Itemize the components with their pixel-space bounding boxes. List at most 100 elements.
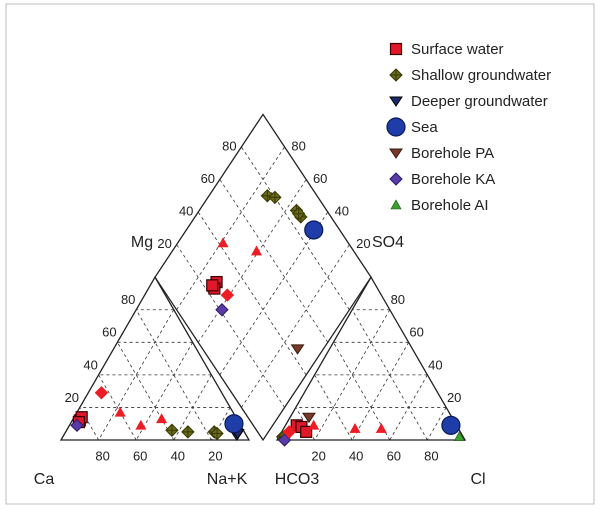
legend-label-surface-water: Surface water	[411, 41, 504, 58]
anion-right-tick: 40	[428, 357, 442, 372]
diamond-gridline	[176, 244, 285, 408]
cation-gridline	[98, 309, 175, 441]
borehole-ka-cation-point	[70, 418, 84, 433]
cation-triangle-outline	[59, 275, 251, 441]
anion-bottom-tick: 80	[424, 448, 438, 463]
diamond-grid	[176, 146, 350, 408]
anion-bottom-tick: 60	[387, 448, 401, 463]
corner-label-hco3: HCO3	[275, 471, 320, 488]
red-anion-point	[375, 422, 387, 433]
diamond-left-tick: 20	[157, 236, 171, 251]
anion-gridline	[314, 374, 353, 441]
shallow-groundwater-cation-point	[181, 425, 195, 439]
anion-right-tick: 80	[391, 292, 405, 307]
red-anion-point	[282, 425, 296, 439]
cation-bottom-tick: 60	[133, 448, 147, 463]
corner-label-so4: SO4	[372, 234, 404, 251]
diamond-left-tick: 60	[201, 171, 215, 186]
anion-gridline	[351, 342, 409, 441]
red-cation-point	[114, 406, 126, 417]
cation-left-tick: 80	[121, 292, 135, 307]
sea-anion-point	[441, 415, 461, 435]
legend-marker-borehole-ai	[390, 199, 402, 210]
shallow-groundwater-cation-point	[165, 423, 179, 437]
cation-gridline	[173, 374, 212, 441]
anion-right-tick: 20	[447, 390, 461, 405]
legend-marker-shallow-groundwater	[389, 68, 403, 82]
red-cation-point	[135, 419, 147, 430]
cation-left-tick: 60	[102, 325, 116, 340]
surface-water-anion-point	[300, 425, 313, 438]
borehole-pa-anion-point	[302, 412, 316, 424]
corner-label-cl: Cl	[470, 471, 485, 488]
legend-label-borehole-ai: Borehole AI	[411, 197, 489, 214]
anion-gridline	[389, 374, 428, 441]
borehole-ka-anion-point	[277, 433, 292, 447]
diamond-gridline	[197, 179, 307, 343]
red-diamond-point	[217, 237, 229, 248]
surface-water-diamond-point	[206, 279, 219, 292]
diamond-right-tick: 40	[335, 203, 349, 218]
anion-gridline	[333, 342, 391, 441]
legend-label-sea: Sea	[411, 119, 438, 136]
diamond-gridline	[219, 179, 329, 343]
cation-bottom-tick: 40	[171, 448, 185, 463]
red-diamond-point	[251, 245, 263, 256]
anion-triangle-grid	[295, 309, 447, 441]
diamond-gridline	[241, 244, 350, 408]
red-diamond-point	[220, 288, 235, 302]
diamond-right-tick: 80	[291, 138, 305, 153]
legend-label-borehole-pa: Borehole PA	[411, 145, 494, 162]
legend-label-deeper-groundwater: Deeper groundwater	[411, 93, 548, 110]
anion-right-tick: 60	[409, 325, 423, 340]
anion-triangle-outline	[275, 275, 467, 441]
diamond-gridline	[176, 146, 285, 310]
sea-diamond-point	[304, 220, 324, 240]
legend-marker-deeper-groundwater	[389, 96, 403, 107]
corner-label-mg: Mg	[131, 234, 153, 251]
red-anion-point	[308, 419, 320, 430]
diamond-right-tick: 60	[313, 171, 327, 186]
anion-bottom-tick: 20	[311, 448, 325, 463]
anion-gridline	[351, 309, 428, 441]
diamond-gridline	[219, 211, 329, 376]
shallow-groundwater-diamond-point	[268, 190, 282, 205]
cation-left-tick: 20	[65, 390, 79, 405]
diamond-left-tick: 40	[179, 203, 193, 218]
shallow-groundwater-cation-point	[210, 426, 224, 441]
corner-label-ca: Ca	[34, 471, 55, 488]
legend-marker-borehole-pa	[389, 148, 403, 159]
cation-bottom-tick: 80	[95, 448, 109, 463]
diamond-right-tick: 20	[356, 236, 370, 251]
cation-gridline	[98, 374, 137, 441]
diamond-outline	[154, 113, 372, 442]
legend-label-shallow-groundwater: Shallow groundwater	[411, 67, 551, 84]
anion-gridline	[314, 309, 391, 441]
red-cation-point	[94, 386, 109, 400]
cation-bottom-tick: 20	[208, 448, 222, 463]
legend-marker-surface-water	[389, 42, 403, 56]
corner-label-nak: Na+K	[207, 471, 248, 488]
cation-gridline	[135, 342, 193, 441]
legend-marker-sea	[386, 117, 406, 137]
legend-marker-borehole-ka	[389, 172, 403, 186]
sea-cation-point	[224, 414, 244, 434]
cation-left-tick: 40	[83, 357, 97, 372]
borehole-ai-anion-point	[453, 431, 465, 442]
borehole-pa-diamond-point	[290, 344, 305, 355]
diamond-gridline	[197, 211, 307, 376]
shallow-groundwater-diamond-point	[291, 206, 306, 221]
cation-triangle-grid	[79, 309, 231, 441]
tick-labels: 20 40 60 80 80 60 40 20 20 40 60 80 20 40 60 80 20 40 60 80…	[65, 138, 462, 463]
diamond-left-tick: 80	[222, 138, 236, 153]
red-anion-point	[349, 422, 361, 433]
data-points	[70, 189, 465, 447]
legend-label-borehole-ka: Borehole KA	[411, 171, 495, 188]
diamond-gridline	[241, 146, 350, 310]
borehole-ka-diamond-point	[215, 303, 229, 317]
anion-bottom-tick: 40	[349, 448, 363, 463]
cation-gridline	[117, 342, 175, 441]
anion-gridline	[427, 407, 447, 441]
